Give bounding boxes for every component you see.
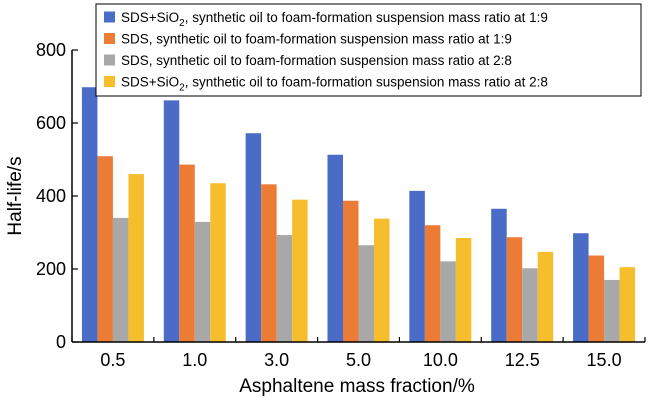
y-tick-label: 0	[56, 332, 66, 352]
bar-series2-0.5	[97, 156, 113, 342]
x-tick-label: 1.0	[182, 350, 207, 370]
bar-series1-0.5	[81, 87, 98, 342]
legend-swatch-series1	[104, 11, 115, 23]
bar-series3-12.5	[522, 268, 538, 342]
ticks-layer: 0 200 400 600 800 0.5 1.0 3.0 5.0 10.0 12.5 15.0	[36, 40, 646, 370]
bar-series4-3.0	[292, 199, 308, 342]
bar-series4-1.0	[210, 183, 226, 342]
x-tick-label: 12.5	[505, 350, 540, 370]
x-tick-label: 10.0	[423, 350, 458, 370]
bar-series1-15.0	[573, 233, 589, 342]
x-tick-label: 0.5	[100, 350, 125, 370]
legend-swatch-series2	[104, 33, 115, 44]
bar-series2-3.0	[261, 184, 277, 342]
bar-series2-10.0	[424, 225, 441, 342]
y-tick-label: 200	[36, 259, 66, 279]
bar-series1-5.0	[327, 154, 343, 342]
bar-series3-0.5	[112, 217, 129, 342]
bar-series4-12.5	[537, 251, 554, 342]
y-axis-title: Half-life/s	[5, 156, 26, 235]
x-tick-label: 15.0	[587, 350, 622, 370]
legend-swatch-series3	[104, 54, 115, 66]
bar-series2-5.0	[343, 200, 359, 342]
legend-label-series1: SDS+SiO2, synthetic oil to foam-formatio…	[121, 10, 548, 29]
y-tick-label: 800	[36, 40, 66, 60]
legend-swatch-series4	[104, 76, 115, 87]
bar-series3-3.0	[276, 235, 293, 342]
x-tick-label: 3.0	[264, 350, 289, 370]
legend-label-series2: SDS, synthetic oil to foam-formation sus…	[121, 32, 512, 47]
legend-label-series3: SDS, synthetic oil to foam-formation sus…	[121, 53, 512, 68]
legend-box	[95, 3, 642, 97]
bar-series1-3.0	[245, 133, 262, 342]
y-tick-label: 400	[36, 186, 66, 206]
bar-series1-10.0	[409, 190, 425, 342]
legend-label-series4: SDS+SiO2, synthetic oil to foam-formatio…	[121, 75, 548, 94]
bar-series4-0.5	[128, 174, 144, 342]
bar-series2-1.0	[179, 164, 195, 342]
bar-series2-12.5	[506, 237, 523, 342]
y-tick-label: 600	[36, 113, 66, 133]
legend: SDS+SiO2, synthetic oil to foam-formatio…	[95, 3, 642, 97]
bar-series4-5.0	[374, 218, 390, 342]
x-tick-label: 5.0	[346, 350, 371, 370]
bar-series1-12.5	[491, 208, 507, 342]
bar-series3-10.0	[440, 261, 456, 342]
bar-series4-10.0	[455, 237, 472, 342]
bar-series1-1.0	[163, 100, 180, 343]
bar-series4-15.0	[619, 267, 636, 342]
bar-series3-1.0	[194, 221, 211, 342]
bar-series2-15.0	[588, 255, 605, 342]
x-axis-title: Asphaltene mass fraction/%	[239, 376, 475, 397]
bars-layer	[81, 87, 636, 343]
bar-series3-15.0	[604, 279, 620, 342]
bar-series3-5.0	[358, 245, 374, 342]
